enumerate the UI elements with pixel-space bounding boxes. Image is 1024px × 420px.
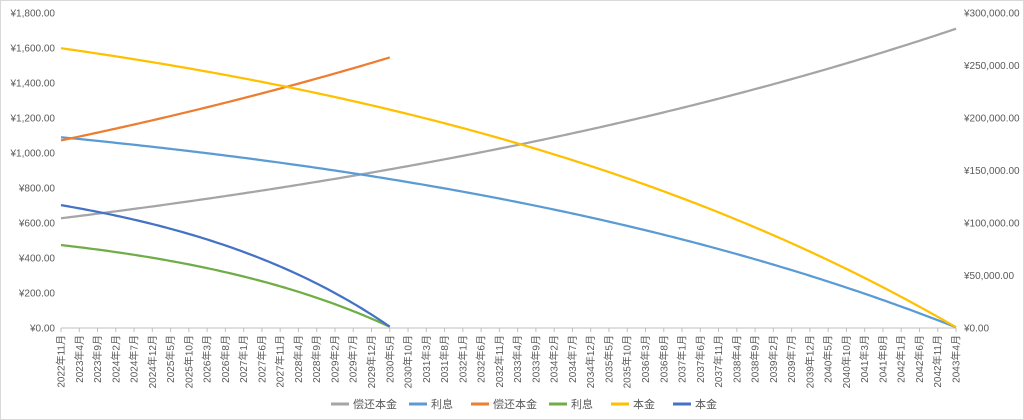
x-tick-label: 2023年4月: [73, 335, 86, 383]
y-left-tick-label: ¥1,400.00: [10, 79, 56, 90]
x-tick-label: 2037年6月: [694, 335, 707, 383]
x-tick-label: 2037年11月: [712, 335, 725, 388]
series-line-4: [60, 243, 391, 328]
x-tick-label: 2042年11月: [931, 335, 944, 388]
x-tick-label: 2024年12月: [146, 335, 159, 388]
x-tick-label: 2035年5月: [602, 335, 615, 383]
x-tick-label: 2033年4月: [511, 335, 524, 383]
x-tick-label: 2034年7月: [566, 335, 579, 383]
x-tick-label: 2041年3月: [858, 335, 871, 383]
x-tick-label: 2042年1月: [895, 335, 908, 383]
x-tick-label: 2043年4月: [950, 335, 963, 383]
x-tick-label: 2022年11月: [55, 335, 68, 388]
y-left-tick-label: ¥1,000.00: [10, 149, 56, 160]
x-tick-label: 2027年11月: [274, 335, 287, 388]
legend-label: 偿还本金: [353, 397, 397, 411]
y-axis-left: ¥0.00 ¥200.00 ¥400.00 ¥600.00 ¥800.00 ¥1,000.…: [10, 9, 56, 335]
y-left-tick-label: ¥0.00: [29, 324, 55, 335]
x-tick-label: 2040年5月: [822, 335, 835, 383]
x-tick-label: 2035年10月: [621, 335, 634, 388]
x-tick-label: 2029年2月: [328, 335, 341, 383]
x-tick-label: 2036年8月: [657, 335, 670, 383]
x-tick-label: 2037年1月: [676, 335, 689, 383]
y-right-tick-label: ¥300,000.00: [963, 9, 1020, 20]
x-tick-label: 2023年9月: [91, 335, 104, 383]
legend-label: 本金: [695, 397, 717, 411]
x-tick-label: 2028年9月: [310, 335, 323, 383]
y-left-tick-label: ¥200.00: [18, 289, 56, 300]
x-tick-label: 2026年3月: [201, 335, 214, 383]
x-tick-label: 2034年2月: [548, 335, 561, 383]
x-tick-label: 2038年4月: [730, 335, 743, 383]
y-right-tick-label: ¥50,000.00: [963, 271, 1014, 282]
y-left-tick-label: ¥1,600.00: [10, 44, 56, 55]
x-tick-label: 2042年6月: [913, 335, 926, 383]
series-line-3: [60, 56, 391, 142]
x-tick-label: 2029年7月: [347, 335, 360, 383]
x-tick-label: 2026年8月: [219, 335, 232, 383]
x-tick-label: 2032年11月: [493, 335, 506, 388]
y-left-tick-label: ¥1,200.00: [10, 114, 56, 125]
y-right-tick-label: ¥100,000.00: [963, 219, 1020, 230]
x-tick-label: 2028年4月: [292, 335, 305, 383]
x-tick-label: 2025年5月: [164, 335, 177, 383]
series-layer: [60, 27, 957, 329]
y-right-tick-label: ¥150,000.00: [963, 166, 1020, 177]
x-tick-label: 2027年1月: [237, 335, 250, 383]
series-line-2: [60, 136, 957, 329]
legend-label: 本金: [633, 397, 655, 411]
y-left-tick-label: ¥1,800.00: [10, 9, 56, 20]
y-left-tick-label: ¥600.00: [18, 219, 56, 230]
legend-label: 利息: [571, 397, 593, 411]
y-axis-right: ¥0.00 ¥50,000.00 ¥100,000.00 ¥150,000.00 ¥20…: [963, 9, 1020, 335]
x-tick-label: 2039年12月: [803, 335, 816, 388]
x-tick-label: 2024年2月: [109, 335, 122, 383]
x-tick-label: 2041年8月: [876, 335, 889, 383]
x-tick-label: 2025年10月: [182, 335, 195, 388]
x-tick-label: 2030年10月: [402, 335, 415, 388]
x-tick-label: 2024年7月: [128, 335, 141, 383]
x-tick-label: 2032年1月: [456, 335, 469, 383]
x-tick-label: 2039年2月: [767, 335, 780, 383]
x-tick-label: 2036年3月: [639, 335, 652, 383]
x-tick-label: 2039年7月: [785, 335, 798, 383]
y-left-tick-label: ¥800.00: [18, 184, 56, 195]
x-tick-label: 2033年9月: [529, 335, 542, 383]
x-tick-label: 2027年6月: [255, 335, 268, 383]
x-tick-label: 2031年3月: [420, 335, 433, 383]
x-tick-label: 2030年5月: [383, 335, 396, 383]
x-tick-label: 2029年12月: [365, 335, 378, 388]
series-line-6: [60, 204, 391, 328]
x-tick-label: 2034年12月: [584, 335, 597, 388]
legend: 偿还本金 利息 偿还本金 利息 本金 本金: [331, 397, 717, 411]
x-tick-label: 2032年6月: [475, 335, 488, 383]
x-axis: 2022年11月 2023年4月 2023年9月 2024年2月 2024年7月 2024…: [55, 327, 963, 388]
y-right-tick-label: ¥200,000.00: [963, 114, 1020, 125]
y-right-tick-label: ¥250,000.00: [963, 61, 1020, 72]
y-right-tick-label: ¥0.00: [963, 324, 989, 335]
legend-label: 偿还本金: [493, 397, 537, 411]
x-tick-label: 2040年10月: [840, 335, 853, 388]
series-line-1: [60, 27, 957, 220]
legend-label: 利息: [431, 397, 453, 411]
y-left-tick-label: ¥400.00: [18, 254, 56, 265]
x-tick-label: 2038年9月: [749, 335, 762, 383]
series-line-5: [60, 47, 957, 329]
x-tick-label: 2031年8月: [438, 335, 451, 383]
